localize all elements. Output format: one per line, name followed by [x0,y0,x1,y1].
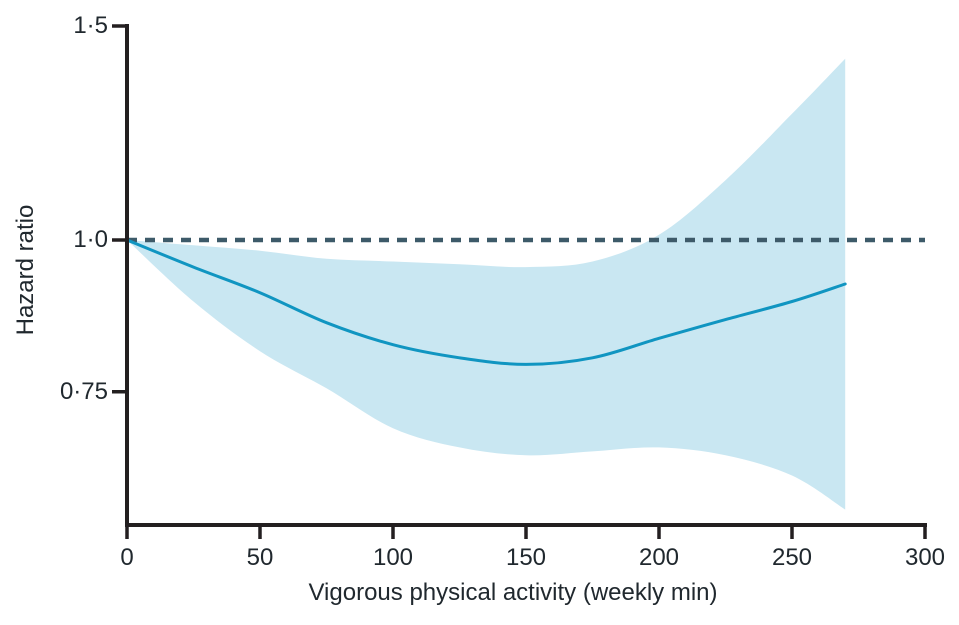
x-tick-label: 200 [638,544,680,571]
x-tick-label: 100 [372,544,414,571]
y-axis-title: Hazard ratio [12,204,39,336]
x-tick-label: 0 [120,544,134,571]
x-axis-title: Vigorous physical activity (weekly min) [308,579,718,606]
y-tick-label: 1·5 [73,12,108,39]
x-tick-label: 250 [771,544,813,571]
x-tick-label: 150 [505,544,547,571]
y-tick-label: 0·75 [59,377,108,405]
x-tick-label: 300 [904,544,946,571]
hazard-curve [125,238,847,366]
confidence-band [127,58,846,510]
y-axis-ticks [112,24,127,394]
x-tick-label: 50 [246,544,274,571]
y-tick-label: 1·0 [73,226,108,253]
x-axis-ticks [125,525,927,539]
